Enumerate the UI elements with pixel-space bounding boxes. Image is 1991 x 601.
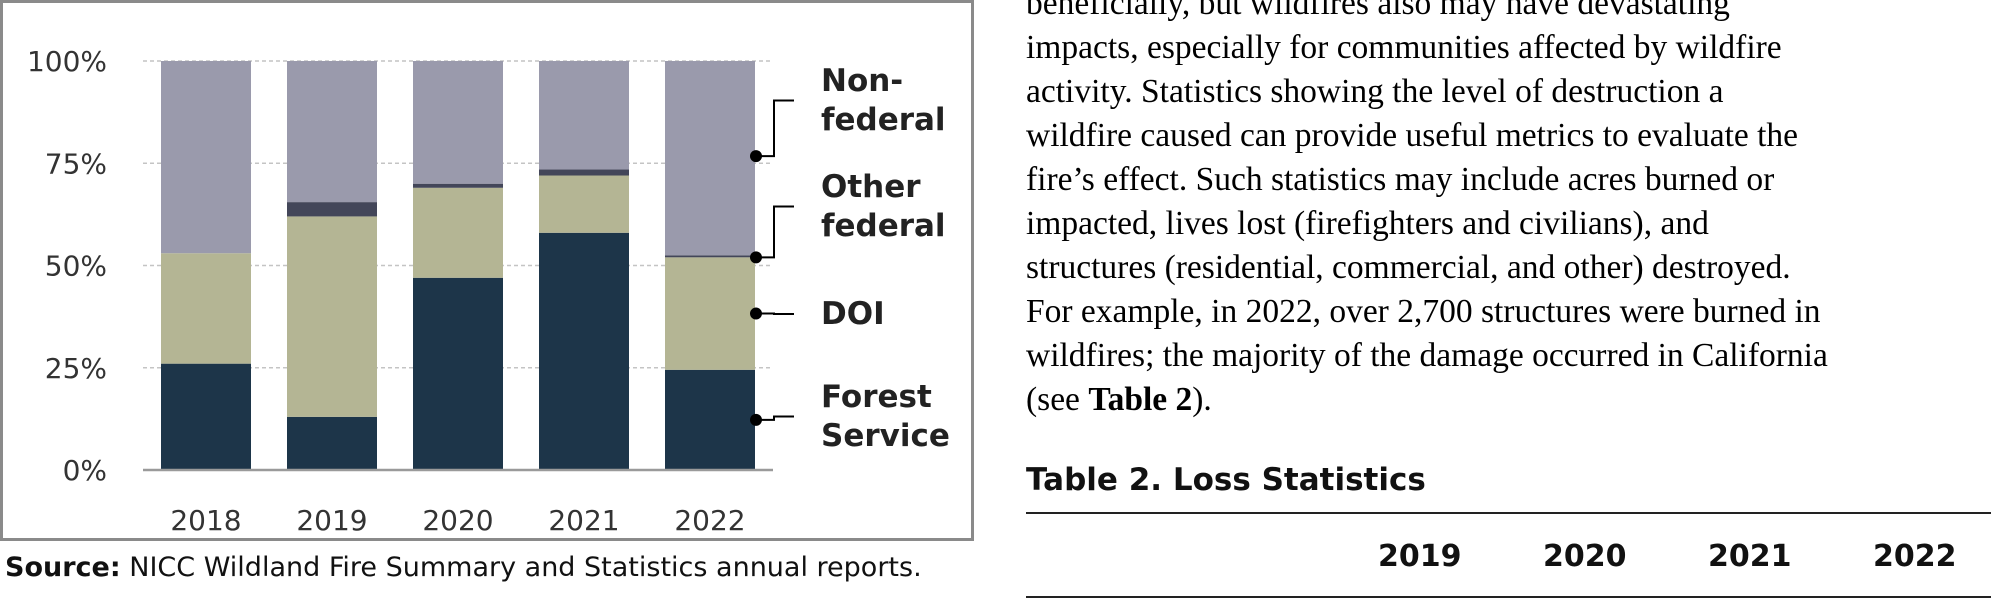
bar-segment bbox=[287, 202, 377, 217]
bar-segment bbox=[539, 175, 629, 233]
paragraph-line: beneficially, but wildfires also may hav… bbox=[1026, 0, 1730, 22]
table-column-header: 2020 bbox=[1543, 539, 1627, 574]
legend-label: Service bbox=[821, 418, 950, 454]
bar-segment bbox=[161, 61, 251, 254]
table-top-rule bbox=[1026, 512, 1991, 514]
legend-label: federal bbox=[821, 208, 946, 244]
source-note: Source: NICC Wildland Fire Summary and S… bbox=[5, 552, 922, 583]
bar-segment bbox=[665, 369, 755, 470]
bar-segment bbox=[413, 187, 503, 278]
table-reference: Table 2 bbox=[1088, 381, 1193, 418]
bar-segment bbox=[539, 61, 629, 170]
table-title: Table 2. Loss Statistics bbox=[1026, 462, 1426, 498]
legend-leader-line bbox=[756, 415, 794, 421]
bar-segment bbox=[413, 277, 503, 470]
bar-segment bbox=[287, 216, 377, 417]
x-tick-label: 2022 bbox=[674, 504, 745, 537]
legend-label: Forest bbox=[821, 379, 932, 415]
source-label: Source: bbox=[5, 552, 121, 583]
bar-segment bbox=[287, 61, 377, 203]
y-tick-label: 0% bbox=[63, 454, 107, 487]
bar-segment bbox=[161, 363, 251, 470]
y-tick-label: 50% bbox=[45, 250, 107, 283]
bar-segment bbox=[161, 253, 251, 364]
paragraph-line: wildfires; the majority of the damage oc… bbox=[1026, 337, 1828, 374]
paragraph-line-last: (see Table 2). bbox=[1026, 378, 1991, 422]
legend-leader-line bbox=[756, 205, 794, 259]
paragraph-line: structures (residential, commercial, and… bbox=[1026, 249, 1791, 286]
bar-segment bbox=[665, 255, 755, 258]
chart-frame: 0% 25% 50% 75% 100% 2018 2019 2020 2021 2022 Fores… bbox=[0, 0, 974, 541]
paragraph-text: ). bbox=[1192, 381, 1212, 418]
paragraph-line: For example, in 2022, over 2,700 structu… bbox=[1026, 293, 1821, 330]
table-column-header: 2019 bbox=[1378, 539, 1462, 574]
bar-segment bbox=[539, 232, 629, 470]
paragraph-line: impacted, lives lost (firefighters and c… bbox=[1026, 205, 1709, 242]
legend-label: Non- bbox=[821, 63, 903, 99]
paragraph-line: impacts, especially for communities affe… bbox=[1026, 29, 1782, 66]
table-column-header: 2021 bbox=[1708, 539, 1792, 574]
x-tick-label: 2018 bbox=[170, 504, 241, 537]
legend-leader-line bbox=[756, 99, 794, 158]
x-tick-label: 2020 bbox=[422, 504, 493, 537]
legend-label: DOI bbox=[821, 296, 885, 332]
body-paragraph: beneficially, but wildfires also may hav… bbox=[1026, 0, 1991, 422]
paragraph-line: fire’s effect. Such statistics may inclu… bbox=[1026, 161, 1775, 198]
y-tick-label: 25% bbox=[45, 352, 107, 385]
x-tick-label: 2019 bbox=[296, 504, 367, 537]
paragraph-line: activity. Statistics showing the level o… bbox=[1026, 73, 1724, 110]
table-header-rule bbox=[1026, 596, 1991, 598]
bar-segment bbox=[539, 169, 629, 176]
bar-segment bbox=[665, 257, 755, 370]
stacked-bar-chart: 0% 25% 50% 75% 100% 2018 2019 2020 2021 2022 Fores… bbox=[27, 45, 950, 537]
source-text: NICC Wildland Fire Summary and Statistic… bbox=[129, 552, 922, 583]
legend-label: Other bbox=[821, 169, 921, 205]
bar-segment bbox=[413, 61, 503, 184]
bar-segment bbox=[413, 183, 503, 188]
y-tick-label: 100% bbox=[27, 45, 107, 78]
x-tick-label: 2021 bbox=[548, 504, 619, 537]
paragraph-text: (see bbox=[1026, 381, 1089, 418]
legend-label: federal bbox=[821, 102, 946, 138]
paragraph-line: wildfire caused can provide useful metri… bbox=[1026, 117, 1799, 154]
y-tick-label: 75% bbox=[45, 147, 107, 180]
table-column-header: 2022 bbox=[1873, 539, 1957, 574]
bar-segment bbox=[665, 61, 755, 256]
bar-segment bbox=[287, 416, 377, 470]
